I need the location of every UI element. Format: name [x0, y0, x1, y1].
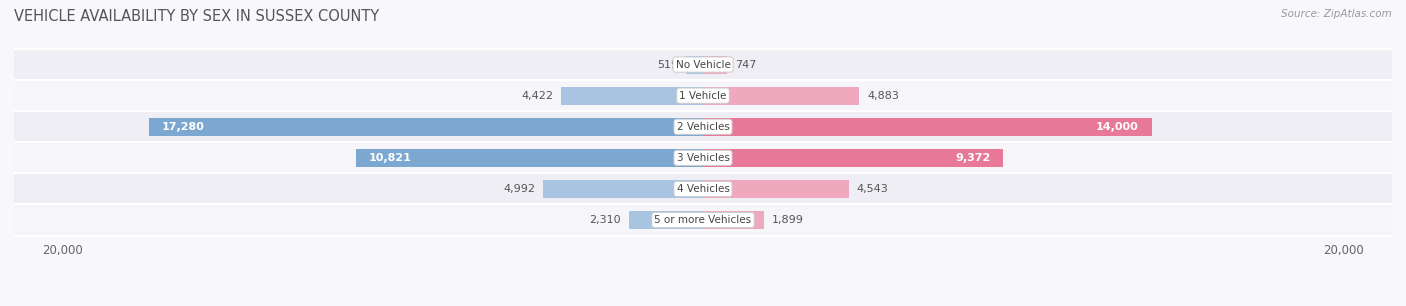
Bar — [0, 49, 1406, 80]
Bar — [703, 87, 859, 105]
Text: 519: 519 — [657, 60, 678, 69]
Text: 10,821: 10,821 — [368, 153, 412, 163]
Bar — [703, 180, 849, 198]
Text: 4,543: 4,543 — [856, 184, 889, 194]
Bar — [703, 211, 763, 229]
Text: 2,310: 2,310 — [589, 215, 621, 225]
Bar — [703, 55, 727, 73]
Text: 9,372: 9,372 — [955, 153, 990, 163]
Text: Source: ZipAtlas.com: Source: ZipAtlas.com — [1281, 9, 1392, 19]
Text: 3 Vehicles: 3 Vehicles — [676, 153, 730, 163]
Bar — [356, 149, 703, 167]
Text: 2 Vehicles: 2 Vehicles — [676, 122, 730, 132]
Bar — [543, 180, 703, 198]
Bar — [0, 204, 1406, 236]
Bar — [0, 142, 1406, 174]
Text: 1 Vehicle: 1 Vehicle — [679, 91, 727, 101]
Bar — [628, 211, 703, 229]
Text: 1,899: 1,899 — [772, 215, 804, 225]
Bar — [703, 118, 1152, 136]
Text: 4,992: 4,992 — [503, 184, 536, 194]
Text: 4 Vehicles: 4 Vehicles — [676, 184, 730, 194]
Text: No Vehicle: No Vehicle — [675, 60, 731, 69]
Text: 17,280: 17,280 — [162, 122, 205, 132]
Text: 14,000: 14,000 — [1097, 122, 1139, 132]
Bar — [149, 118, 703, 136]
Bar — [703, 149, 1004, 167]
Bar — [686, 55, 703, 73]
Text: VEHICLE AVAILABILITY BY SEX IN SUSSEX COUNTY: VEHICLE AVAILABILITY BY SEX IN SUSSEX CO… — [14, 9, 380, 24]
Text: 4,422: 4,422 — [522, 91, 554, 101]
Bar — [0, 174, 1406, 204]
Text: 5 or more Vehicles: 5 or more Vehicles — [654, 215, 752, 225]
Text: 747: 747 — [735, 60, 756, 69]
Bar — [561, 87, 703, 105]
Text: 4,883: 4,883 — [868, 91, 900, 101]
Bar — [0, 111, 1406, 142]
Bar — [0, 80, 1406, 111]
